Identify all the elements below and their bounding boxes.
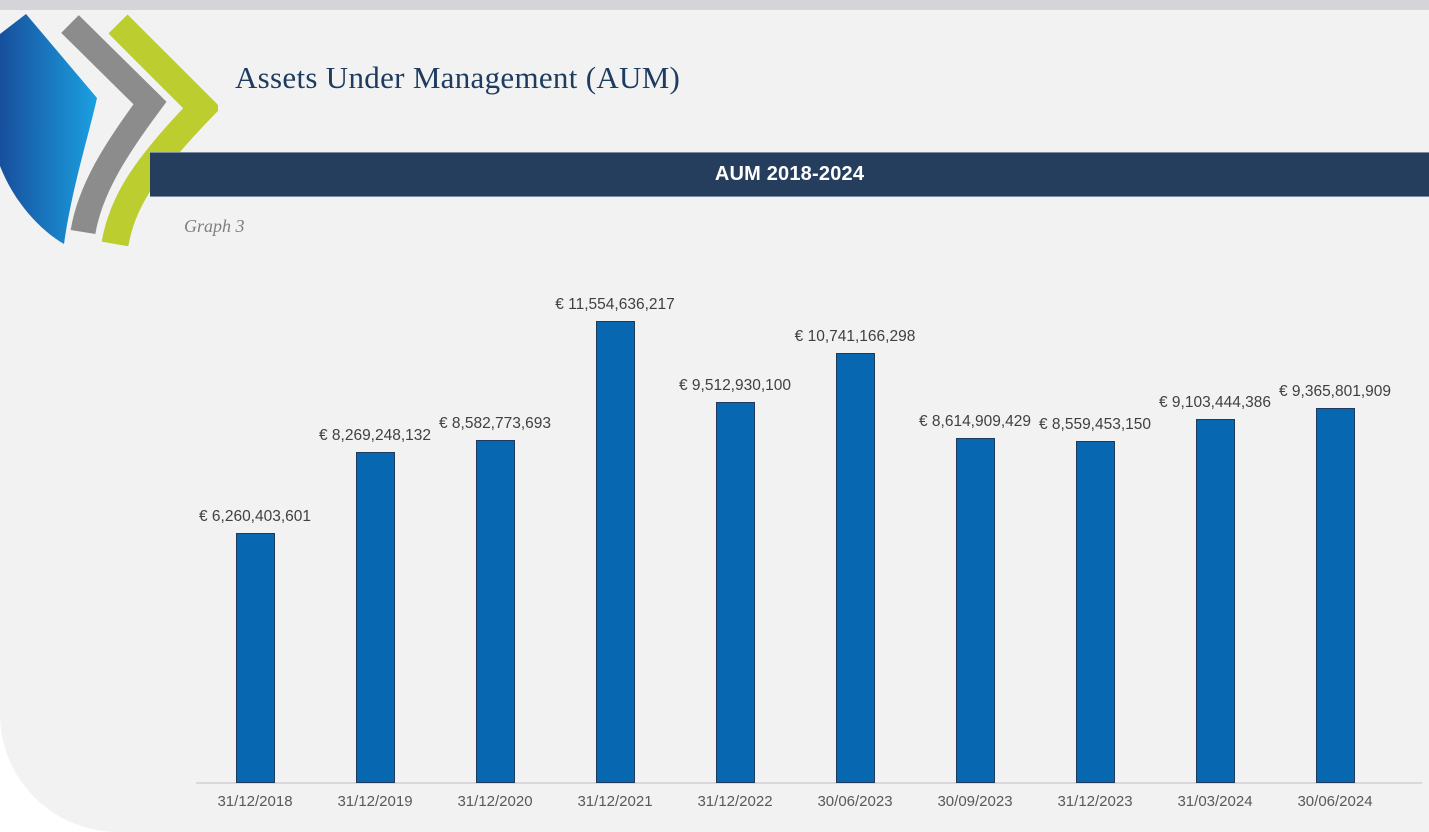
top-strip [0,0,1429,10]
bar [715,402,755,783]
bar-value-label: € 9,512,930,100 [678,376,792,394]
logo-green-chevron [101,14,218,246]
x-axis-label: 31/03/2024 [1177,793,1253,810]
company-logo [0,14,218,246]
graph-caption: Graph 3 [184,216,245,236]
bar [355,452,395,783]
x-axis-line [196,782,1422,784]
x-axis-label: 31/12/2020 [457,793,533,810]
bar-value-label: € 8,614,909,429 [918,412,1032,430]
bar [835,353,875,783]
bar [475,440,515,783]
x-axis-label: 31/12/2023 [1057,793,1133,810]
bar [1315,408,1355,783]
logo-gray-chevron [61,15,167,235]
banner-title: AUM 2018-2024 [714,163,865,185]
x-axis-label: 30/06/2024 [1297,793,1373,810]
logo-blue-chevron [0,14,97,244]
x-axis-label: 31/12/2021 [577,793,653,810]
bar-value-label: € 11,554,636,217 [555,295,675,313]
x-axis-label: 31/12/2019 [337,793,413,810]
x-axis-label: 31/12/2022 [697,793,773,810]
bar [1195,419,1235,783]
bar-value-label: € 10,741,166,298 [794,327,916,345]
bar [235,533,275,783]
section-banner: AUM 2018-2024 [150,152,1429,197]
x-axis-label: 30/06/2023 [817,793,893,810]
bar-value-label: € 9,103,444,386 [1158,393,1272,411]
bar-value-label: € 6,260,403,601 [198,507,312,525]
x-axis-label: 30/09/2023 [937,793,1013,810]
bar-value-label: € 8,582,773,693 [438,414,552,432]
x-axis-label: 31/12/2018 [217,793,293,810]
bar [955,438,995,783]
bar [595,321,635,783]
bar-value-label: € 8,269,248,132 [318,426,432,444]
bar-value-label: € 9,365,801,909 [1278,382,1392,400]
bar [1075,441,1115,783]
bar-value-label: € 8,559,453,150 [1038,415,1152,433]
page-title: Assets Under Management (AUM) [235,60,681,95]
